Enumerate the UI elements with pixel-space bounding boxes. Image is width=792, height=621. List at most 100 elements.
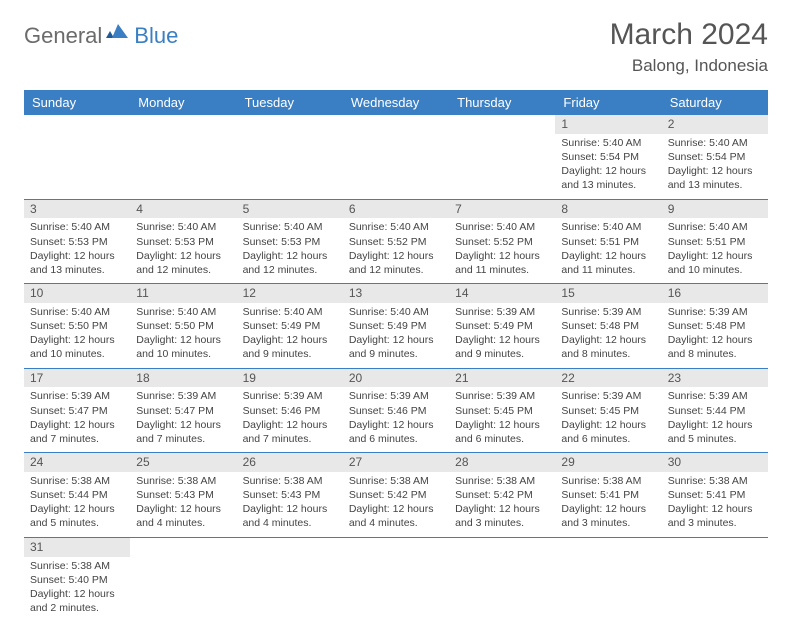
sunset-line: Sunset: 5:50 PM: [136, 319, 230, 333]
day-number-row: 16: [662, 284, 768, 303]
day-number: 9: [668, 202, 675, 216]
day-number: 18: [136, 371, 149, 385]
daylight-line: Daylight: 12 hours and 10 minutes.: [136, 333, 230, 361]
calendar-cell: 31Sunrise: 5:38 AMSunset: 5:40 PMDayligh…: [24, 538, 130, 621]
sunrise-line: Sunrise: 5:40 AM: [30, 305, 124, 319]
day-number: 25: [136, 455, 149, 469]
calendar-cell: 21Sunrise: 5:39 AMSunset: 5:45 PMDayligh…: [449, 369, 555, 454]
sunrise-line: Sunrise: 5:38 AM: [349, 474, 443, 488]
sunrise-line: Sunrise: 5:38 AM: [668, 474, 762, 488]
daylight-line: Daylight: 12 hours and 4 minutes.: [136, 502, 230, 530]
calendar-cell: 25Sunrise: 5:38 AMSunset: 5:43 PMDayligh…: [130, 453, 236, 538]
daylight-line: Daylight: 12 hours and 10 minutes.: [668, 249, 762, 277]
calendar-cell: 15Sunrise: 5:39 AMSunset: 5:48 PMDayligh…: [555, 284, 661, 369]
day-number: 22: [561, 371, 574, 385]
sunset-line: Sunset: 5:45 PM: [561, 404, 655, 418]
sunrise-line: Sunrise: 5:40 AM: [349, 220, 443, 234]
calendar-cell: [237, 538, 343, 621]
daylight-line: Daylight: 12 hours and 4 minutes.: [243, 502, 337, 530]
calendar-cell: 12Sunrise: 5:40 AMSunset: 5:49 PMDayligh…: [237, 284, 343, 369]
sunrise-line: Sunrise: 5:38 AM: [136, 474, 230, 488]
sunset-line: Sunset: 5:53 PM: [30, 235, 124, 249]
day-number-row: 17: [24, 369, 130, 388]
calendar-cell: [449, 538, 555, 621]
day-number: 8: [561, 202, 568, 216]
sunset-line: Sunset: 5:46 PM: [349, 404, 443, 418]
day-number-row: 30: [662, 453, 768, 472]
calendar-cell: 23Sunrise: 5:39 AMSunset: 5:44 PMDayligh…: [662, 369, 768, 454]
daylight-line: Daylight: 12 hours and 3 minutes.: [668, 502, 762, 530]
day-number-row: 2: [662, 115, 768, 134]
calendar-cell: 29Sunrise: 5:38 AMSunset: 5:41 PMDayligh…: [555, 453, 661, 538]
day-number-row: 14: [449, 284, 555, 303]
day-number-row: 21: [449, 369, 555, 388]
day-number: 3: [30, 202, 37, 216]
calendar-cell: 2Sunrise: 5:40 AMSunset: 5:54 PMDaylight…: [662, 115, 768, 200]
day-number-row: 13: [343, 284, 449, 303]
sunrise-line: Sunrise: 5:39 AM: [561, 389, 655, 403]
day-number-row: 11: [130, 284, 236, 303]
day-number: 12: [243, 286, 256, 300]
sunrise-line: Sunrise: 5:39 AM: [455, 305, 549, 319]
calendar-cell: 10Sunrise: 5:40 AMSunset: 5:50 PMDayligh…: [24, 284, 130, 369]
weekday-header: Thursday: [449, 90, 555, 115]
daylight-line: Daylight: 12 hours and 12 minutes.: [136, 249, 230, 277]
sunrise-line: Sunrise: 5:39 AM: [136, 389, 230, 403]
day-number-row: 22: [555, 369, 661, 388]
daylight-line: Daylight: 12 hours and 6 minutes.: [561, 418, 655, 446]
sunset-line: Sunset: 5:41 PM: [561, 488, 655, 502]
daylight-line: Daylight: 12 hours and 6 minutes.: [455, 418, 549, 446]
day-number-row: 1: [555, 115, 661, 134]
sunrise-line: Sunrise: 5:40 AM: [136, 220, 230, 234]
calendar-cell: 6Sunrise: 5:40 AMSunset: 5:52 PMDaylight…: [343, 200, 449, 285]
day-number-row: 15: [555, 284, 661, 303]
title-block: March 2024 Balong, Indonesia: [610, 18, 768, 76]
calendar-cell: [555, 538, 661, 621]
daylight-line: Daylight: 12 hours and 12 minutes.: [243, 249, 337, 277]
daylight-line: Daylight: 12 hours and 13 minutes.: [561, 164, 655, 192]
sunrise-line: Sunrise: 5:40 AM: [349, 305, 443, 319]
sunrise-line: Sunrise: 5:40 AM: [455, 220, 549, 234]
day-number: 24: [30, 455, 43, 469]
calendar-cell: 11Sunrise: 5:40 AMSunset: 5:50 PMDayligh…: [130, 284, 236, 369]
sunset-line: Sunset: 5:42 PM: [349, 488, 443, 502]
day-number: 15: [561, 286, 574, 300]
sunset-line: Sunset: 5:49 PM: [243, 319, 337, 333]
flag-icon: [106, 22, 132, 43]
daylight-line: Daylight: 12 hours and 7 minutes.: [30, 418, 124, 446]
calendar-body: 1Sunrise: 5:40 AMSunset: 5:54 PMDaylight…: [24, 115, 768, 621]
daylight-line: Daylight: 12 hours and 6 minutes.: [349, 418, 443, 446]
day-number: 1: [561, 117, 568, 131]
sunset-line: Sunset: 5:46 PM: [243, 404, 337, 418]
calendar-cell: [24, 115, 130, 200]
day-number: 14: [455, 286, 468, 300]
day-number: 30: [668, 455, 681, 469]
calendar-cell: 5Sunrise: 5:40 AMSunset: 5:53 PMDaylight…: [237, 200, 343, 285]
day-number-row: 9: [662, 200, 768, 219]
weekday-header: Friday: [555, 90, 661, 115]
daylight-line: Daylight: 12 hours and 13 minutes.: [30, 249, 124, 277]
sunset-line: Sunset: 5:52 PM: [455, 235, 549, 249]
day-number-row: 20: [343, 369, 449, 388]
sunset-line: Sunset: 5:51 PM: [668, 235, 762, 249]
daylight-line: Daylight: 12 hours and 13 minutes.: [668, 164, 762, 192]
sunrise-line: Sunrise: 5:38 AM: [30, 559, 124, 573]
calendar-cell: 1Sunrise: 5:40 AMSunset: 5:54 PMDaylight…: [555, 115, 661, 200]
day-number: 20: [349, 371, 362, 385]
day-number-row: 5: [237, 200, 343, 219]
day-number: 6: [349, 202, 356, 216]
daylight-line: Daylight: 12 hours and 10 minutes.: [30, 333, 124, 361]
day-number-row: 7: [449, 200, 555, 219]
sunset-line: Sunset: 5:44 PM: [668, 404, 762, 418]
daylight-line: Daylight: 12 hours and 4 minutes.: [349, 502, 443, 530]
sunset-line: Sunset: 5:41 PM: [668, 488, 762, 502]
weekday-header: Monday: [130, 90, 236, 115]
sunset-line: Sunset: 5:48 PM: [668, 319, 762, 333]
day-number: 5: [243, 202, 250, 216]
calendar-cell: 13Sunrise: 5:40 AMSunset: 5:49 PMDayligh…: [343, 284, 449, 369]
calendar-cell: 28Sunrise: 5:38 AMSunset: 5:42 PMDayligh…: [449, 453, 555, 538]
day-number: 16: [668, 286, 681, 300]
calendar-cell: 14Sunrise: 5:39 AMSunset: 5:49 PMDayligh…: [449, 284, 555, 369]
calendar-cell: [343, 115, 449, 200]
day-number: 26: [243, 455, 256, 469]
